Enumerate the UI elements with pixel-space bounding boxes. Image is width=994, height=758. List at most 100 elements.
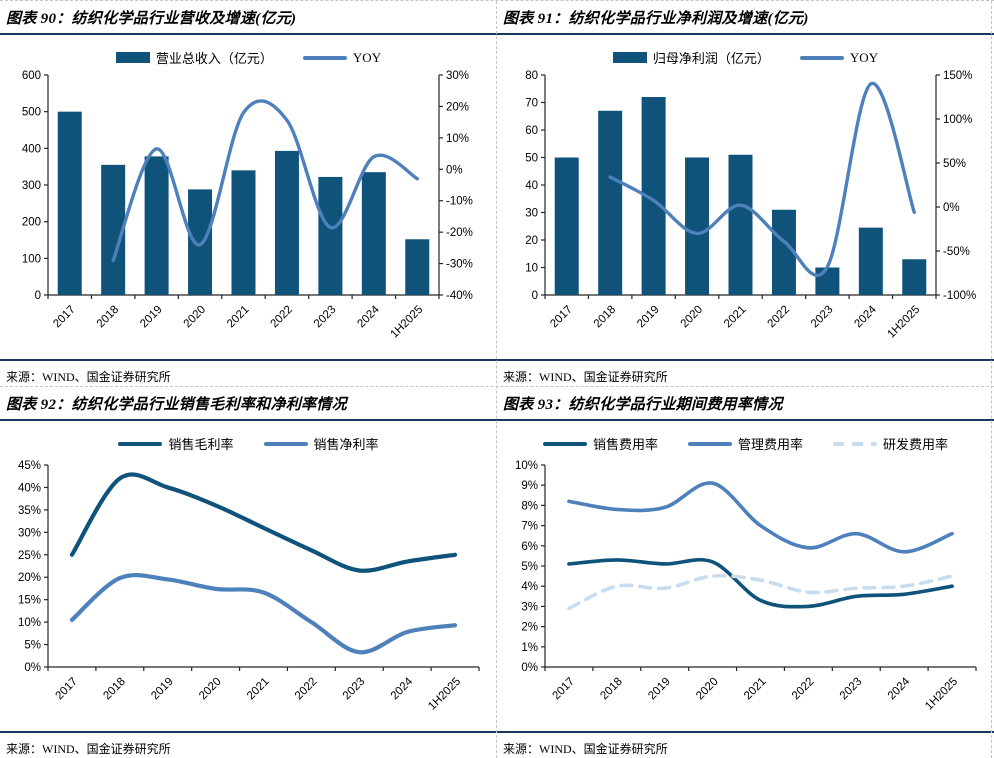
x-tick-label: 2020 [182, 304, 209, 331]
legend: 销售毛利率 销售净利率 [0, 421, 497, 453]
x-tick-label: 2021 [245, 676, 272, 703]
x-tick-label: 2020 [679, 304, 706, 331]
legend-item: YOY [799, 49, 879, 66]
figure-title: 图表 93：纺织化学品行业期间费用率情况 [497, 387, 994, 421]
margin-ratio-chart: 0% 5% 10% 15% 20% 25% 30% 35% 40% 45% 2017 2018 2019… [18, 460, 480, 713]
x-tick-label: 2019 [149, 676, 176, 703]
bar-swatch-icon [115, 52, 150, 63]
x-tick-label: 2018 [95, 304, 122, 331]
legend-item: 销售净利率 [263, 434, 379, 453]
svg-text:0%: 0% [24, 662, 41, 674]
svg-text:20: 20 [525, 235, 538, 247]
yoy-line [111, 99, 419, 263]
series-line [567, 481, 954, 554]
x-tick-label: 2017 [550, 676, 577, 703]
bar [57, 111, 82, 295]
legend-item: 营业总收入（亿元） [115, 48, 273, 67]
panel-figure-93: 图表 93：纺织化学品行业期间费用率情况 销售费用率 管理费用率 研发费用率 0% 1… [497, 387, 994, 758]
svg-text:100%: 100% [943, 114, 972, 126]
legend: 销售费用率 管理费用率 研发费用率 [497, 421, 994, 453]
x-tick-label: 2024 [389, 675, 416, 702]
bar [598, 110, 623, 295]
x-tick-label: 1H2025 [923, 676, 960, 713]
x-tick-label: 2019 [138, 304, 165, 331]
svg-text:300: 300 [22, 180, 41, 192]
svg-text:10%: 10% [515, 460, 538, 472]
source-note: 来源：WIND、国金证券研究所 [0, 731, 497, 758]
legend-label: YOY [849, 49, 879, 65]
svg-text:0: 0 [532, 290, 538, 302]
svg-text:8%: 8% [521, 500, 538, 512]
x-tick-label: 2021 [225, 304, 252, 331]
svg-text:50: 50 [525, 153, 538, 165]
line-swatch-icon [687, 441, 732, 446]
x-tick-label: 2024 [886, 675, 913, 702]
x-tick-label: 2022 [268, 304, 295, 331]
x-tick-label: 2022 [293, 676, 320, 703]
svg-text:30: 30 [525, 208, 538, 220]
legend: 营业总收入（亿元） YOY [0, 35, 497, 67]
svg-text:5%: 5% [521, 561, 538, 573]
svg-text:10: 10 [525, 263, 538, 275]
bar-swatch-icon [612, 52, 647, 63]
bar [274, 150, 299, 295]
expense-ratio-chart: 0% 1% 2% 3% 4% 5% 6% 7% 8% 9% 10% 2017 2018 2019 2020 2… [515, 460, 977, 713]
revenue-growth-chart: 0 100 200 300 400 500 600 2017 2018 2019 2020 2021 2… [22, 70, 473, 341]
svg-text:20%: 20% [18, 572, 41, 584]
svg-text:-30%: -30% [446, 259, 473, 271]
line-swatch-icon [799, 55, 844, 60]
net-profit-growth-chart: 0 10 20 30 40 50 60 70 80 2017 2018 2019 2020 2021 202… [525, 70, 976, 341]
svg-text:400: 400 [22, 143, 41, 155]
x-tick-label: 2022 [790, 676, 817, 703]
figure-row-bottom: 图表 92：纺织化学品行业销售毛利率和净利率情况 销售毛利率 销售净利率 0% 5%… [0, 386, 994, 758]
column-divider [496, 1, 497, 758]
x-tick-label: 2018 [598, 676, 625, 703]
panel-figure-92: 图表 92：纺织化学品行业销售毛利率和净利率情况 销售毛利率 销售净利率 0% 5%… [0, 387, 497, 758]
legend-label: 销售毛利率 [168, 437, 234, 452]
bar [902, 259, 927, 295]
x-tick-label: 2023 [341, 676, 368, 703]
panel-figure-90: 图表 90：纺织化学品行业营收及增速(亿元) 营业总收入（亿元） YOY 0 100… [0, 1, 497, 386]
x-tick-label: 2021 [742, 676, 769, 703]
x-tick-label: 2024 [852, 303, 879, 330]
svg-text:200: 200 [22, 217, 41, 229]
source-note: 来源：WIND、国金证券研究所 [497, 731, 994, 758]
series-line [567, 557, 954, 609]
svg-text:30%: 30% [18, 527, 41, 539]
x-tick-label: 1H2025 [388, 304, 425, 341]
legend-label: 销售净利率 [313, 437, 379, 452]
svg-text:-40%: -40% [446, 290, 473, 302]
svg-text:0: 0 [35, 290, 41, 302]
svg-text:25%: 25% [18, 550, 41, 562]
x-tick-label: 2020 [197, 676, 224, 703]
svg-text:10%: 10% [446, 133, 469, 145]
legend-item: 管理费用率 [687, 434, 803, 453]
svg-text:30%: 30% [446, 70, 469, 82]
svg-text:100: 100 [22, 253, 41, 265]
legend-item: 销售费用率 [542, 434, 658, 453]
series-line [69, 573, 458, 655]
svg-text:-20%: -20% [446, 227, 473, 239]
svg-text:7%: 7% [521, 521, 538, 533]
source-note: 来源：WIND、国金证券研究所 [497, 359, 994, 393]
svg-text:3%: 3% [521, 601, 538, 613]
legend-item: 销售毛利率 [118, 434, 234, 453]
x-tick-label: 2019 [646, 676, 673, 703]
x-tick-label: 2017 [548, 304, 575, 331]
figure-title: 图表 91：纺织化学品行业净利润及增速(亿元) [497, 1, 994, 35]
line-swatch-icon [542, 441, 587, 446]
figure-title: 图表 92：纺织化学品行业销售毛利率和净利率情况 [0, 387, 497, 421]
svg-text:60: 60 [525, 125, 538, 137]
figure-title: 图表 90：纺织化学品行业营收及增速(亿元) [0, 1, 497, 35]
svg-text:1%: 1% [521, 642, 538, 654]
svg-text:40%: 40% [18, 482, 41, 494]
svg-text:9%: 9% [521, 480, 538, 492]
legend-label: YOY [352, 49, 382, 65]
bar [554, 157, 579, 295]
figure-row-top: 图表 90：纺织化学品行业营收及增速(亿元) 营业总收入（亿元） YOY 0 100… [0, 1, 994, 386]
svg-text:40: 40 [525, 180, 538, 192]
svg-text:0%: 0% [521, 662, 538, 674]
svg-text:80: 80 [525, 70, 538, 82]
svg-text:-10%: -10% [446, 196, 473, 208]
legend-label: 营业总收入（亿元） [155, 51, 273, 66]
